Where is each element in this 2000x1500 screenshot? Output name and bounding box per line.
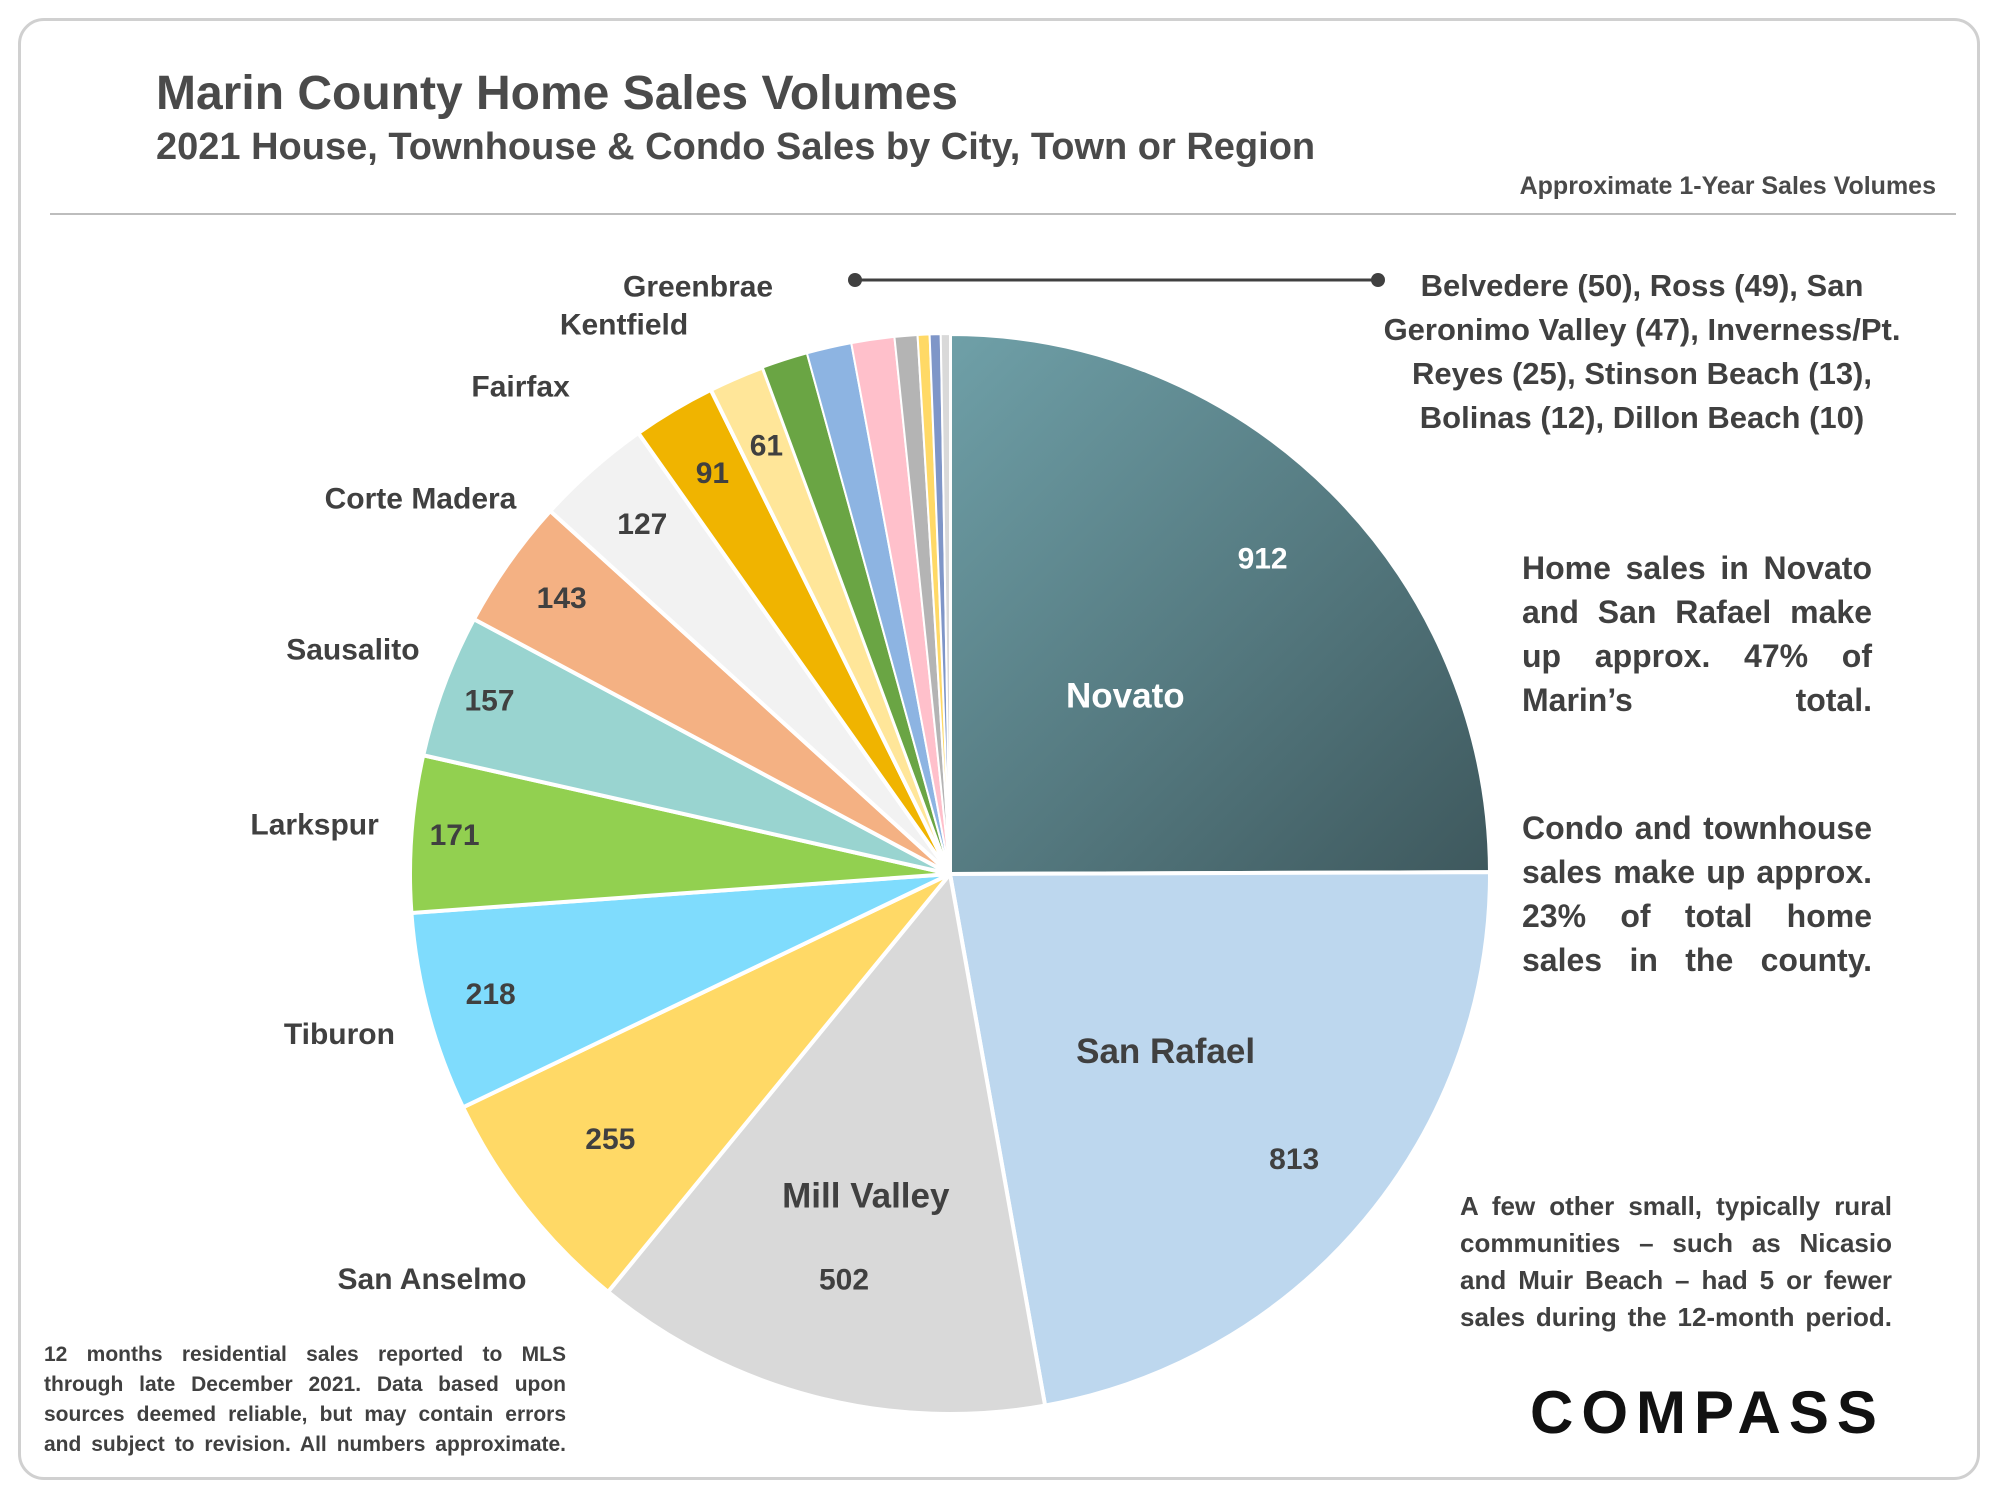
footnote: 12 months residential sales reported to … [44, 1343, 566, 1456]
slice-value-novato: 912 [1238, 542, 1288, 575]
slice-value-mill-valley: 502 [819, 1264, 869, 1297]
rural-communities-note: A few other small, typically rural commu… [1460, 1191, 1892, 1332]
slice-mill-valley [605, 869, 1048, 1416]
condo-townhouse-note: Condo and townhouse sales make up approx… [1522, 810, 1872, 978]
callout-dot-right [1371, 273, 1385, 287]
slice-value-fairfax: 127 [617, 508, 667, 541]
pie-labels: Novato 912 San Rafael 813 Mill Valley 502 San … [250, 271, 1319, 1297]
slice-value-sausalito: 157 [464, 684, 514, 717]
slice-label-novato: Novato [1066, 676, 1185, 715]
slice-value-san-rafael: 813 [1269, 1143, 1319, 1176]
callout-dot-left [848, 273, 862, 287]
slice-value-tiburon: 218 [466, 978, 516, 1011]
slice-label-fairfax: Fairfax [471, 371, 570, 404]
slice-dillon-beach [939, 332, 951, 875]
compass-logo: COMPASS [1530, 1379, 1885, 1446]
chart-title: Marin County Home Sales Volumes [156, 67, 958, 120]
slice-larkspur [408, 752, 951, 916]
slice-value-greenbrae: 61 [750, 429, 783, 462]
slice-value-kentfield: 91 [696, 457, 729, 490]
slice-label-sausalito: Sausalito [286, 634, 419, 667]
pie-slices [408, 331, 1493, 1416]
small-cities-note: Belvedere (50), Ross (49), San Geronimo … [1383, 268, 1901, 435]
slice-label-san-anselmo: San Anselmo [338, 1263, 527, 1296]
slice-value-larkspur: 171 [430, 819, 480, 852]
small-cities-callout [848, 273, 1385, 287]
slice-novato [948, 331, 1493, 877]
slice-label-tiburon: Tiburon [284, 1018, 395, 1051]
slice-value-san-anselmo: 255 [585, 1123, 635, 1156]
slice-san-rafael [947, 870, 1493, 1408]
slice-label-larkspur: Larkspur [250, 808, 379, 841]
sales-volume-note: Approximate 1-Year Sales Volumes [1519, 172, 1936, 200]
novato-san-rafael-note: Home sales in Novato and San Rafael make… [1522, 550, 1872, 718]
slice-tiburon [409, 872, 951, 1111]
slice-value-corte-madera: 143 [537, 582, 587, 615]
header-divider [50, 213, 1956, 215]
chart-subtitle: 2021 House, Townhouse & Condo Sales by C… [156, 126, 1316, 168]
slice-label-san-rafael: San Rafael [1076, 1032, 1255, 1071]
slice-san-anselmo [460, 872, 952, 1295]
slice-label-corte-madera: Corte Madera [325, 482, 517, 515]
slice-label-mill-valley: Mill Valley [782, 1176, 950, 1215]
slice-label-greenbrae: Greenbrae [623, 271, 773, 304]
slice-label-kentfield: Kentfield [560, 308, 688, 341]
